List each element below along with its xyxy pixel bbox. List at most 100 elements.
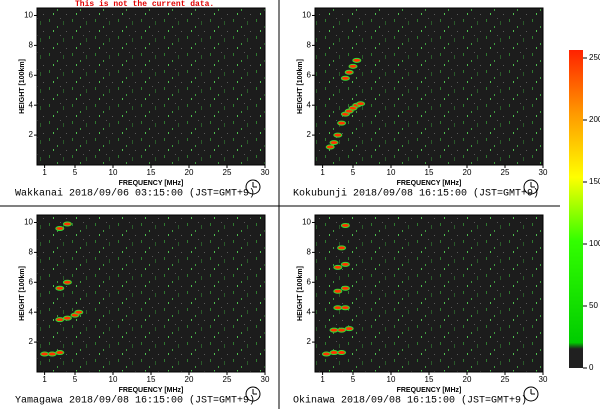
y-tick-label: 10 bbox=[302, 11, 311, 20]
trace-point bbox=[62, 221, 72, 227]
x-tick-label: 5 bbox=[351, 168, 356, 177]
y-tick-label: 6 bbox=[29, 70, 34, 79]
notice: This is not the current data. bbox=[75, 0, 214, 9]
y-axis-label: HEIGHT [100km] bbox=[19, 59, 26, 114]
colorbar-tick-label: 250 bbox=[589, 53, 600, 62]
trace-point bbox=[333, 288, 343, 294]
trace-point bbox=[55, 225, 65, 231]
trace-point bbox=[340, 305, 350, 311]
trace-point bbox=[47, 351, 57, 357]
plot-area bbox=[315, 8, 543, 165]
y-tick-label: 4 bbox=[29, 307, 34, 316]
y-tick-label: 4 bbox=[307, 100, 312, 109]
trace-point bbox=[344, 69, 354, 75]
trace-point bbox=[356, 101, 366, 107]
x-tick-label: 10 bbox=[387, 168, 396, 177]
y-tick-label: 10 bbox=[302, 218, 311, 227]
trace-point bbox=[348, 63, 358, 69]
y-tick-label: 4 bbox=[29, 100, 34, 109]
clock-icon bbox=[245, 386, 261, 402]
clock-hands bbox=[252, 389, 257, 395]
colorbar-tick-label: 0 bbox=[589, 363, 594, 372]
clock-hands bbox=[530, 389, 535, 395]
x-tick-label: 15 bbox=[147, 375, 156, 384]
trace-point bbox=[55, 350, 65, 356]
x-tick-label: 1 bbox=[320, 375, 325, 384]
trace-point bbox=[62, 279, 72, 285]
plot-area bbox=[37, 215, 265, 372]
clock-icon bbox=[523, 386, 539, 402]
y-axis-label: HEIGHT [100km] bbox=[297, 59, 304, 114]
x-tick-label: 15 bbox=[425, 168, 434, 177]
station-label: Yamagawa 2018/09/08 16:15:00 (JST=GMT+9) bbox=[15, 395, 255, 407]
y-tick-label: 4 bbox=[307, 307, 312, 316]
y-tick-label: 2 bbox=[29, 130, 34, 139]
x-tick-label: 25 bbox=[223, 375, 232, 384]
x-tick-label: 5 bbox=[73, 168, 78, 177]
x-tick-label: 30 bbox=[261, 375, 270, 384]
x-axis-label: FREQUENCY [MHz] bbox=[397, 180, 462, 187]
y-tick-label: 10 bbox=[24, 218, 33, 227]
colorbar-tick-label: 150 bbox=[589, 177, 600, 186]
x-tick-label: 5 bbox=[73, 375, 78, 384]
trace-point bbox=[340, 261, 350, 267]
x-tick-label: 5 bbox=[351, 375, 356, 384]
clock-hands bbox=[530, 182, 535, 188]
traces bbox=[40, 221, 84, 357]
x-tick-label: 10 bbox=[109, 375, 118, 384]
x-axis-label: FREQUENCY [MHz] bbox=[397, 387, 462, 394]
trace-point bbox=[337, 120, 347, 126]
x-tick-label: 25 bbox=[501, 375, 510, 384]
trace-point bbox=[329, 140, 339, 146]
y-tick-label: 8 bbox=[29, 40, 34, 49]
trace-point bbox=[329, 350, 339, 356]
x-tick-label: 20 bbox=[463, 375, 472, 384]
y-tick-label: 8 bbox=[307, 247, 312, 256]
x-tick-label: 20 bbox=[463, 168, 472, 177]
clock-hands bbox=[252, 182, 257, 188]
trace-point bbox=[55, 317, 65, 323]
trace-point bbox=[74, 309, 84, 315]
y-axis-label: HEIGHT [100km] bbox=[297, 266, 304, 321]
trace-point bbox=[62, 315, 72, 321]
y-tick-label: 6 bbox=[307, 277, 312, 286]
trace-point bbox=[333, 264, 343, 270]
x-tick-label: 20 bbox=[185, 168, 194, 177]
x-tick-label: 15 bbox=[425, 375, 434, 384]
colorbar-tick-label: 200 bbox=[589, 115, 600, 124]
y-tick-label: 2 bbox=[307, 337, 312, 346]
trace-point bbox=[329, 327, 339, 333]
x-axis-label: FREQUENCY [MHz] bbox=[119, 387, 184, 394]
x-tick-label: 10 bbox=[387, 375, 396, 384]
y-tick-label: 6 bbox=[307, 70, 312, 79]
y-tick-label: 10 bbox=[24, 11, 33, 20]
plot-area bbox=[315, 215, 543, 372]
x-tick-label: 30 bbox=[539, 375, 548, 384]
y-tick-label: 8 bbox=[307, 40, 312, 49]
x-axis-label: FREQUENCY [MHz] bbox=[119, 180, 184, 187]
trace-point bbox=[337, 350, 347, 356]
x-tick-label: 1 bbox=[42, 168, 47, 177]
traces bbox=[325, 57, 366, 150]
trace-point bbox=[55, 285, 65, 291]
x-tick-label: 25 bbox=[223, 168, 232, 177]
trace-point bbox=[344, 326, 354, 332]
trace-point bbox=[40, 351, 50, 357]
x-tick-label: 30 bbox=[539, 168, 548, 177]
traces bbox=[321, 222, 354, 357]
trace-point bbox=[321, 351, 331, 357]
trace-point bbox=[333, 305, 343, 311]
trace-point bbox=[325, 144, 335, 150]
x-tick-label: 10 bbox=[109, 168, 118, 177]
trace-point bbox=[352, 57, 362, 63]
x-tick-label: 1 bbox=[42, 375, 47, 384]
trace-point bbox=[333, 132, 343, 138]
clock-icon bbox=[523, 179, 539, 195]
colorbar-tick-label: 50 bbox=[589, 301, 598, 310]
station-label: Okinawa 2018/09/08 16:15:00 (JST=GMT+9) bbox=[293, 395, 527, 407]
x-tick-label: 20 bbox=[185, 375, 194, 384]
trace-point bbox=[340, 285, 350, 291]
trace-point bbox=[337, 245, 347, 251]
station-label: Kokubunji 2018/09/08 16:15:00 (JST=GMT+9… bbox=[293, 188, 539, 200]
